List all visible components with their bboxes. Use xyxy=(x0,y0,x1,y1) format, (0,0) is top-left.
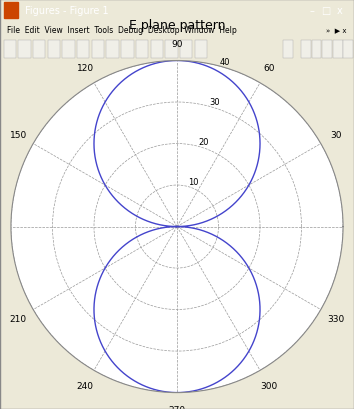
FancyBboxPatch shape xyxy=(77,41,90,59)
FancyBboxPatch shape xyxy=(312,41,321,59)
FancyBboxPatch shape xyxy=(33,41,45,59)
FancyBboxPatch shape xyxy=(62,41,75,59)
Text: »  ▶ x: » ▶ x xyxy=(326,28,346,34)
FancyBboxPatch shape xyxy=(150,41,163,59)
FancyBboxPatch shape xyxy=(107,41,119,59)
FancyBboxPatch shape xyxy=(180,41,192,59)
FancyBboxPatch shape xyxy=(136,41,148,59)
FancyBboxPatch shape xyxy=(195,41,207,59)
Text: Figures - Figure 1: Figures - Figure 1 xyxy=(25,6,108,16)
FancyBboxPatch shape xyxy=(333,41,343,59)
Title: E plane pattern: E plane pattern xyxy=(129,18,225,31)
Text: x: x xyxy=(337,6,343,16)
FancyBboxPatch shape xyxy=(92,41,104,59)
Bar xyxy=(4,3,18,19)
FancyBboxPatch shape xyxy=(283,41,293,59)
FancyBboxPatch shape xyxy=(301,41,311,59)
FancyBboxPatch shape xyxy=(121,41,133,59)
Text: □: □ xyxy=(321,6,330,16)
FancyBboxPatch shape xyxy=(322,41,332,59)
FancyBboxPatch shape xyxy=(18,41,31,59)
Text: File  Edit  View  Insert  Tools  Debug  Desktop  Window  Help: File Edit View Insert Tools Debug Deskto… xyxy=(7,26,237,35)
FancyBboxPatch shape xyxy=(4,41,16,59)
FancyBboxPatch shape xyxy=(343,41,353,59)
FancyBboxPatch shape xyxy=(165,41,178,59)
Text: –: – xyxy=(309,6,314,16)
FancyBboxPatch shape xyxy=(48,41,60,59)
